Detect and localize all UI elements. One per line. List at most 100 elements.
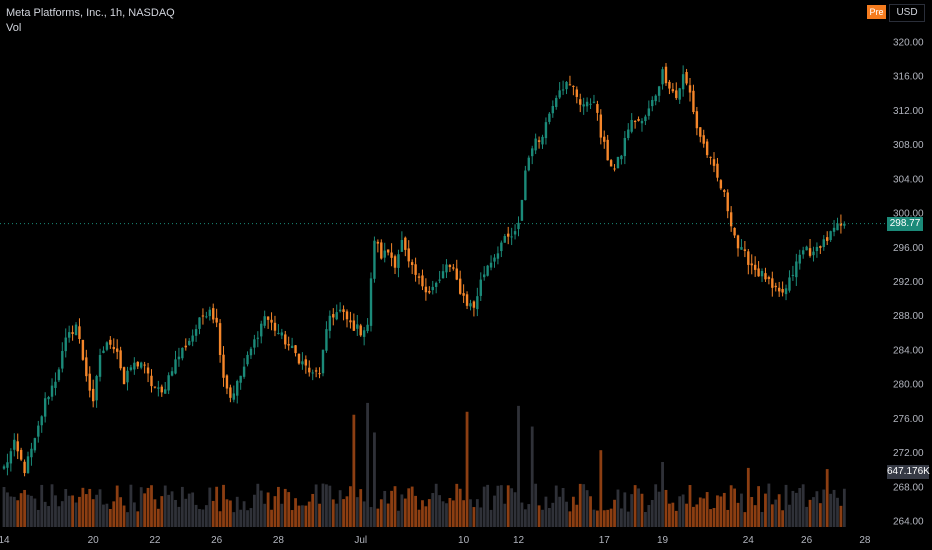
candle-body <box>308 367 311 373</box>
volume-bar <box>194 504 198 527</box>
volume-bar <box>318 503 321 527</box>
volume-bar <box>801 484 805 527</box>
candle-body <box>270 319 273 323</box>
volume-bar <box>657 491 661 527</box>
volume-bar <box>201 509 205 527</box>
candle-body <box>417 276 421 278</box>
candle-body <box>153 386 157 388</box>
volume-bar <box>6 492 9 527</box>
candle-body <box>620 155 623 160</box>
volume-bar <box>64 489 68 527</box>
volume-bar <box>489 509 493 527</box>
volume-bar <box>681 494 685 527</box>
candle-body <box>733 227 736 236</box>
candle-body <box>50 385 54 397</box>
volume-bar <box>400 494 404 527</box>
volume-bar <box>709 509 712 527</box>
premarket-badge: Pre <box>867 5 886 19</box>
volume-bar <box>177 506 181 527</box>
volume-bar <box>517 405 520 527</box>
volume-bar <box>331 499 335 527</box>
volume-bar <box>825 469 829 527</box>
volume-bar <box>767 483 771 527</box>
volume-bar <box>352 414 356 527</box>
volume-bar <box>180 486 184 527</box>
time-tick-label: 26 <box>211 535 223 546</box>
volume-bar <box>431 493 435 527</box>
volume-bar <box>558 496 562 527</box>
candle-body <box>579 99 582 105</box>
candle-body <box>263 316 266 326</box>
volume-bar <box>740 493 743 527</box>
price-tick-label: 320.00 <box>893 38 924 49</box>
symbol-title[interactable]: Meta Platforms, Inc., 1h, NASDAQ <box>6 7 175 19</box>
currency-button[interactable]: USD <box>889 4 925 22</box>
candle-body <box>462 293 465 296</box>
candle-body <box>301 361 304 365</box>
volume-bar <box>750 497 754 527</box>
candle-body <box>517 222 520 230</box>
candle-body <box>599 114 603 138</box>
volume-bar <box>277 486 280 527</box>
candle-body <box>458 278 462 294</box>
candle-body <box>109 339 112 345</box>
volume-bar <box>784 484 788 527</box>
volume-bar <box>81 487 85 527</box>
candle-body <box>6 462 9 468</box>
volume-bar <box>469 499 472 527</box>
candle-body <box>736 235 740 249</box>
candle-body <box>280 332 284 336</box>
price-tick-label: 276.00 <box>893 414 924 425</box>
candle-body <box>9 451 13 464</box>
candle-body <box>410 262 414 265</box>
volume-bar <box>338 490 342 527</box>
volume-bar <box>393 486 397 527</box>
volume-bar <box>547 508 551 527</box>
candle-body <box>359 325 362 336</box>
volume-bar <box>678 496 682 527</box>
candle-body <box>369 278 373 326</box>
volume-bar <box>88 488 92 527</box>
candle-body <box>318 373 321 375</box>
volume-bar <box>369 507 373 527</box>
candle-body <box>297 353 301 364</box>
volume-bar <box>633 485 637 527</box>
candle-body <box>513 231 517 235</box>
volume-bar <box>716 495 719 527</box>
volume-bar <box>366 402 369 527</box>
candle-body <box>88 373 91 391</box>
volume-bar <box>410 486 414 527</box>
candle-body <box>304 359 308 366</box>
candle-body <box>98 355 102 377</box>
volume-bar <box>541 509 544 527</box>
time-axis[interactable]: 14 20 22 26 28 Jul 10 12 17 19 24 26 28 <box>0 535 871 546</box>
candle-body <box>688 85 692 93</box>
candle-body <box>750 263 753 266</box>
candle-body <box>143 364 146 366</box>
candle-body <box>290 345 294 348</box>
candle-body <box>266 316 270 320</box>
volume-bar <box>743 512 747 527</box>
candle-body <box>692 90 695 113</box>
volume-bar <box>571 496 575 527</box>
candle-body <box>661 69 664 85</box>
candle-body <box>26 456 30 474</box>
candle-body <box>325 329 328 351</box>
candle-body <box>815 246 819 252</box>
volume-bar <box>301 505 304 527</box>
volume-bar <box>54 495 57 527</box>
volume-bar <box>294 498 297 527</box>
volume-bar <box>122 505 126 527</box>
candle-body <box>753 264 757 270</box>
volume-bar <box>493 495 496 527</box>
volume-bar <box>208 487 212 527</box>
candle-body <box>465 294 469 306</box>
candle-body <box>757 268 760 277</box>
candle-body <box>531 148 534 157</box>
volume-bar <box>685 503 688 527</box>
candle-body <box>740 247 743 250</box>
volume-label[interactable]: Vol <box>6 22 22 34</box>
candle-body <box>356 324 359 329</box>
price-axis[interactable]: 320.00 316.00 312.00 308.00 304.00 300.00 296.… <box>893 38 924 528</box>
